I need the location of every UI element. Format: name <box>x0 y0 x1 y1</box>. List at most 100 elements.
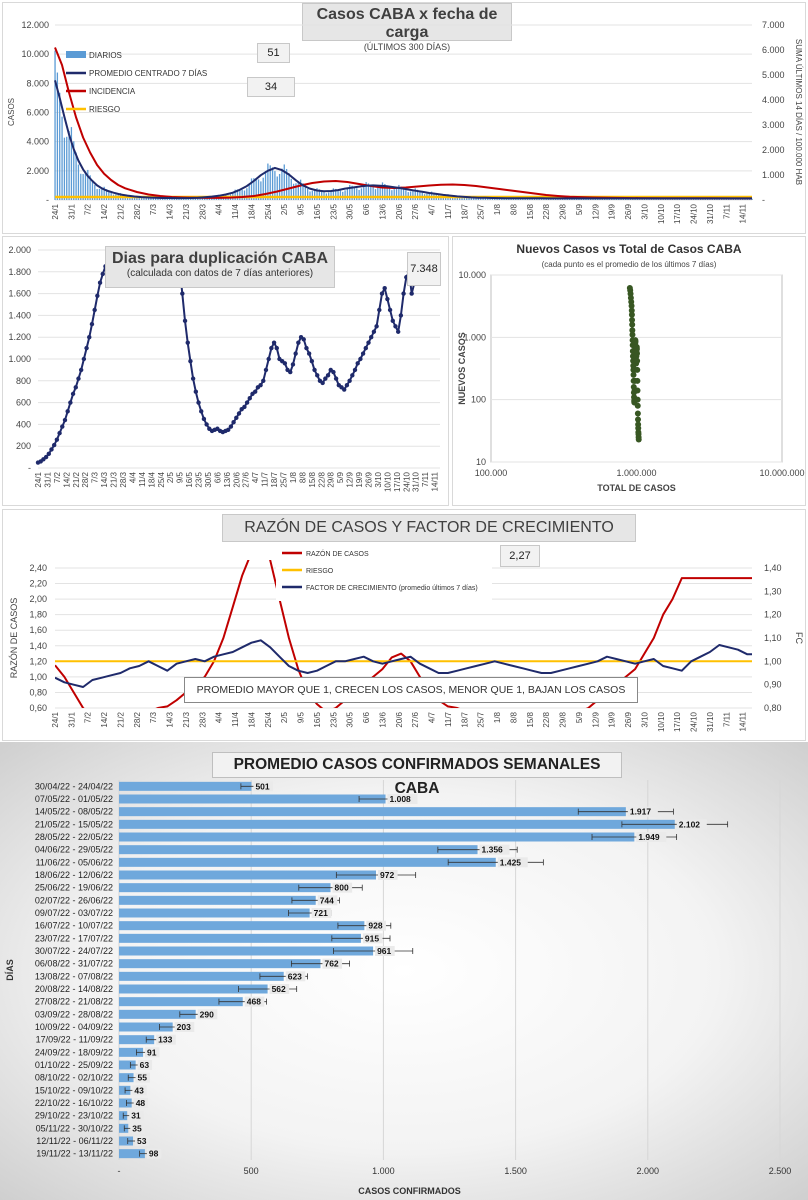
daily-bar <box>239 189 241 200</box>
x-tick-label: 2/5 <box>280 203 289 215</box>
weekly-bar <box>119 933 361 943</box>
scatter-panel <box>452 236 806 506</box>
daily-bar <box>278 173 281 200</box>
scatter-point <box>629 331 636 338</box>
weekly-bar <box>119 832 635 842</box>
doubling-point <box>60 424 65 429</box>
doubling-point <box>315 373 320 378</box>
daily-bar <box>66 136 68 200</box>
value-label: 1.356 <box>482 845 504 855</box>
x-tick-label: 28/3 <box>119 471 128 487</box>
daily-bar <box>372 186 374 200</box>
doubling-point <box>247 396 252 401</box>
doubling-point <box>49 447 54 452</box>
y-tick-label: 6.000 <box>26 108 49 118</box>
weekly-bar <box>119 807 626 817</box>
scatter-point <box>634 377 641 384</box>
category-label: 21/05/22 - 15/05/22 <box>35 819 113 829</box>
x-tick-label: 13/6 <box>378 711 387 727</box>
x-tick-label: 3/10 <box>640 711 649 727</box>
x-axis-label: CASOS CONFIRMADOS <box>358 1186 461 1196</box>
x-tick-label: 21/2 <box>116 711 125 727</box>
daily-bar <box>419 191 421 200</box>
daily-bar <box>456 197 458 200</box>
doubling-point <box>269 345 274 351</box>
weekly-bar <box>119 971 284 981</box>
y2-tick-label: 1,20 <box>764 610 782 620</box>
category-label: 14/05/22 - 08/05/22 <box>35 807 113 817</box>
doubling-point <box>288 369 293 375</box>
x-tick-label: 14/11 <box>739 711 748 731</box>
x-tick-label: 11/7 <box>444 711 453 727</box>
x-tick-label: 24/1 <box>34 471 43 487</box>
x-tick-label: 7/11 <box>722 711 731 727</box>
weekly-bar <box>119 1060 136 1070</box>
legend-label: PROMEDIO CENTRADO 7 DÍAS <box>89 69 207 78</box>
x-tick-label: 23/5 <box>329 203 338 219</box>
value-label-bg <box>135 1136 150 1146</box>
daily-bar <box>140 196 143 200</box>
daily-bar <box>75 152 77 200</box>
doubling-point <box>333 376 339 381</box>
doubling-point <box>226 427 231 433</box>
daily-bar <box>473 198 475 200</box>
doubling-point <box>296 340 301 345</box>
doubling-point <box>274 345 279 351</box>
daily-bar <box>400 186 402 200</box>
value-label-bg <box>129 1110 144 1121</box>
y2-tick-label: 7.000 <box>762 20 785 30</box>
daily-bar <box>414 188 416 200</box>
daily-bar <box>297 181 299 200</box>
value-label: 98 <box>149 1149 159 1159</box>
doubling-point <box>325 373 331 378</box>
category-label: 10/09/22 - 04/09/22 <box>35 1022 113 1032</box>
doubling-point <box>377 307 382 313</box>
value-label: 1.425 <box>500 857 522 867</box>
doubling-point <box>323 376 328 381</box>
scatter-point <box>635 436 642 443</box>
x-tick-label: 24/1 <box>51 203 60 219</box>
y2-tick-label: - <box>762 195 765 205</box>
daily-bar <box>91 180 94 200</box>
doubling-point <box>87 335 92 340</box>
doubling-point <box>293 351 298 356</box>
value-label-bg <box>146 1148 162 1159</box>
x-tick-label: 27/6 <box>242 471 251 487</box>
x-tick-label: 3/10 <box>374 471 383 487</box>
legend-label: INCIDENCIA <box>89 87 136 96</box>
weekly-bar <box>119 1123 129 1133</box>
scatter-point <box>628 302 635 309</box>
doubling-point <box>196 400 201 405</box>
x-tick-label: 5/9 <box>336 471 345 483</box>
plot-area <box>55 560 752 708</box>
x-tick-label: 4/4 <box>215 203 224 215</box>
doubling-point <box>51 442 57 448</box>
doubling-point <box>409 291 414 296</box>
y2-tick-label: 0,90 <box>764 680 782 690</box>
daily-bar <box>101 187 103 200</box>
doubling-point <box>89 321 95 327</box>
y2-tick-label: 1,00 <box>764 656 782 666</box>
value-label-bg <box>387 794 418 804</box>
weekly-bar <box>119 1136 134 1146</box>
x-tick-label: 12/9 <box>591 711 600 727</box>
daily-bar <box>164 198 166 200</box>
daily-bar <box>68 131 70 200</box>
chart5-title: PROMEDIO CASOS CONFIRMADOS SEMANALES CAB… <box>233 756 601 797</box>
daily-bar <box>267 163 269 200</box>
daily-bar <box>147 197 150 200</box>
y-axis-label: NUEVOS CASOS <box>457 332 467 405</box>
daily-bar <box>248 183 250 200</box>
doubling-point <box>100 271 105 277</box>
daily-bar <box>391 190 393 200</box>
daily-bar <box>98 188 101 200</box>
category-label: 23/07/22 - 17/07/22 <box>35 933 113 943</box>
daily-bar <box>269 165 271 200</box>
doubling-point <box>185 340 190 345</box>
daily-bar <box>309 191 311 200</box>
scatter-point <box>633 345 640 352</box>
doubling-point <box>363 345 369 351</box>
daily-bar <box>234 189 236 200</box>
daily-bar <box>80 173 82 200</box>
doubling-point <box>371 329 377 334</box>
